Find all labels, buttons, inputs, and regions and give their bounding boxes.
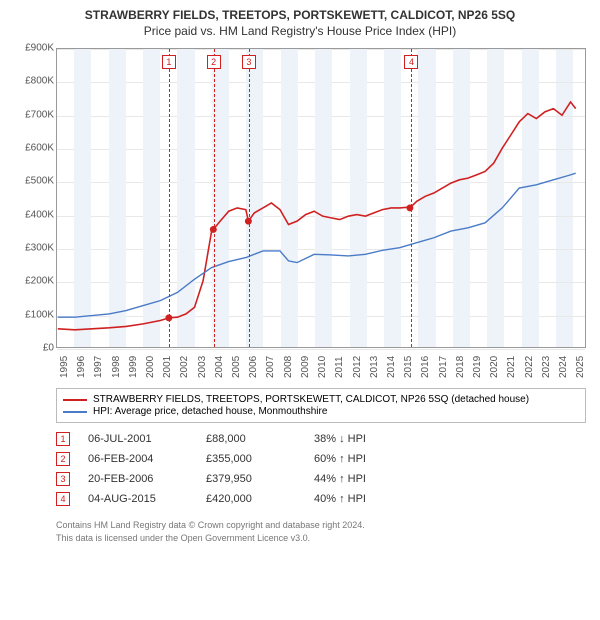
- y-axis-label: £200K: [25, 276, 54, 287]
- y-axis-label: £500K: [25, 176, 54, 187]
- legend-label: HPI: Average price, detached house, Monm…: [93, 406, 579, 417]
- chart-lines-svg: [57, 49, 585, 347]
- footer-attribution: Contains HM Land Registry data © Crown c…: [56, 519, 586, 544]
- x-axis-label: 2007: [265, 356, 276, 378]
- x-axis-label: 2012: [352, 356, 363, 378]
- legend: STRAWBERRY FIELDS, TREETOPS, PORTSKEWETT…: [56, 388, 586, 423]
- footer-line2: This data is licensed under the Open Gov…: [56, 532, 586, 545]
- event-dashed-line: [411, 49, 412, 347]
- event-dashed-line: [249, 49, 250, 347]
- legend-row: HPI: Average price, detached house, Monm…: [63, 406, 579, 417]
- x-axis-label: 2003: [197, 356, 208, 378]
- event-price: £355,000: [206, 453, 296, 465]
- event-date: 06-FEB-2004: [88, 453, 188, 465]
- legend-swatch: [63, 411, 87, 413]
- x-axis-label: 2016: [420, 356, 431, 378]
- x-axis-label: 1996: [76, 356, 87, 378]
- y-axis-label: £700K: [25, 109, 54, 120]
- x-axis-label: 1998: [111, 356, 122, 378]
- y-axis-label: £0: [43, 343, 54, 354]
- x-axis-label: 1995: [59, 356, 70, 378]
- legend-label: STRAWBERRY FIELDS, TREETOPS, PORTSKEWETT…: [93, 394, 579, 405]
- x-axis-label: 2010: [317, 356, 328, 378]
- event-box-icon: 2: [56, 452, 70, 466]
- x-axis-label: 2015: [403, 356, 414, 378]
- x-axis-label: 2018: [455, 356, 466, 378]
- event-row: 3 20-FEB-2006 £379,950 44% ↑ HPI: [56, 469, 586, 489]
- footer-line1: Contains HM Land Registry data © Crown c…: [56, 519, 586, 532]
- x-axis-label: 2019: [472, 356, 483, 378]
- x-axis-label: 2023: [541, 356, 552, 378]
- event-pct: 38% ↓ HPI: [314, 433, 366, 445]
- event-date: 04-AUG-2015: [88, 493, 188, 505]
- legend-row: STRAWBERRY FIELDS, TREETOPS, PORTSKEWETT…: [63, 394, 579, 405]
- legend-swatch: [63, 399, 87, 401]
- x-axis-label: 2020: [489, 356, 500, 378]
- x-axis-label: 2001: [162, 356, 173, 378]
- x-axis-label: 1997: [93, 356, 104, 378]
- event-box-icon: 4: [56, 492, 70, 506]
- event-date: 06-JUL-2001: [88, 433, 188, 445]
- event-pct: 40% ↑ HPI: [314, 493, 366, 505]
- x-axis-label: 2000: [145, 356, 156, 378]
- x-axis-label: 2005: [231, 356, 242, 378]
- chart-container: 1 2 3 4 £0 £100K £200K £300K £400K £500K £600K £70…: [8, 42, 592, 382]
- event-date: 20-FEB-2006: [88, 473, 188, 485]
- gridline-h: [57, 349, 585, 350]
- event-box-icon: 3: [56, 472, 70, 486]
- chart-title-block: STRAWBERRY FIELDS, TREETOPS, PORTSKEWETT…: [8, 8, 592, 38]
- y-axis-label: £300K: [25, 243, 54, 254]
- event-pct: 60% ↑ HPI: [314, 453, 366, 465]
- chart-title-line1: STRAWBERRY FIELDS, TREETOPS, PORTSKEWETT…: [8, 8, 592, 22]
- event-row: 4 04-AUG-2015 £420,000 40% ↑ HPI: [56, 489, 586, 509]
- x-axis-label: 2002: [179, 356, 190, 378]
- event-price: £379,950: [206, 473, 296, 485]
- x-axis-label: 2011: [334, 356, 345, 378]
- x-axis-label: 2008: [283, 356, 294, 378]
- x-axis-label: 2004: [214, 356, 225, 378]
- series-price_paid: [58, 102, 576, 330]
- event-price: £88,000: [206, 433, 296, 445]
- event-box-icon: 1: [56, 432, 70, 446]
- x-axis-label: 1999: [128, 356, 139, 378]
- x-axis-label: 2021: [506, 356, 517, 378]
- x-axis-label: 2014: [386, 356, 397, 378]
- y-axis-label: £900K: [25, 43, 54, 54]
- x-axis-label: 2017: [438, 356, 449, 378]
- y-axis-label: £100K: [25, 309, 54, 320]
- x-axis-label: 2024: [558, 356, 569, 378]
- x-axis-label: 2009: [300, 356, 311, 378]
- event-dashed-line: [169, 49, 170, 347]
- y-axis-label: £600K: [25, 143, 54, 154]
- chart-title-line2: Price paid vs. HM Land Registry's House …: [8, 24, 592, 38]
- event-price: £420,000: [206, 493, 296, 505]
- event-dashed-line: [214, 49, 215, 347]
- x-axis-label: 2013: [369, 356, 380, 378]
- event-pct: 44% ↑ HPI: [314, 473, 366, 485]
- event-row: 1 06-JUL-2001 £88,000 38% ↓ HPI: [56, 429, 586, 449]
- plot-area: 1 2 3 4: [56, 48, 586, 348]
- y-axis-label: £400K: [25, 209, 54, 220]
- event-row: 2 06-FEB-2004 £355,000 60% ↑ HPI: [56, 449, 586, 469]
- event-marker-3: 3: [242, 55, 256, 69]
- event-marker-4: 4: [404, 55, 418, 69]
- events-table: 1 06-JUL-2001 £88,000 38% ↓ HPI 2 06-FEB-2004…: [56, 429, 586, 509]
- event-marker-2: 2: [207, 55, 221, 69]
- y-axis-label: £800K: [25, 76, 54, 87]
- x-axis-label: 2022: [524, 356, 535, 378]
- x-axis-label: 2006: [248, 356, 259, 378]
- event-marker-1: 1: [162, 55, 176, 69]
- series-hpi: [58, 173, 576, 317]
- x-axis-label: 2025: [575, 356, 586, 378]
